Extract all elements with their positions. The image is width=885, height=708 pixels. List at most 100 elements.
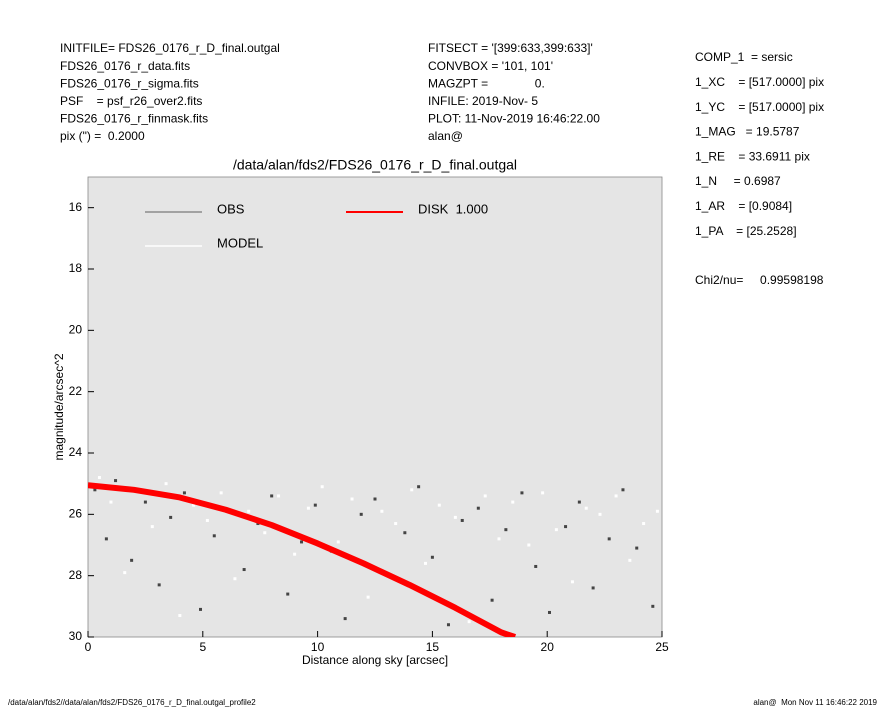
y-tick-label: 20 [69, 323, 83, 337]
y-tick-label: 30 [69, 629, 83, 643]
data-point [242, 568, 246, 572]
data-point [651, 604, 655, 608]
chart-title: /data/alan/fds2/FDS26_0176_r_D_final.out… [233, 157, 517, 173]
data-point [635, 546, 639, 550]
data-point [109, 500, 113, 504]
data-point [300, 540, 304, 544]
data-point [655, 509, 659, 513]
data-point [350, 497, 354, 501]
data-point [150, 525, 154, 529]
data-point [490, 598, 494, 602]
y-tick-label: 16 [69, 200, 83, 214]
x-tick-label: 10 [311, 640, 325, 654]
data-point [277, 494, 281, 498]
data-point [642, 522, 646, 526]
data-point [424, 561, 428, 565]
data-point [554, 528, 558, 532]
info-line: CONVBOX = '101, 101' [428, 59, 553, 73]
data-point [114, 479, 118, 483]
data-point [343, 617, 347, 621]
data-point [164, 482, 168, 486]
data-point [564, 525, 568, 529]
data-point [417, 485, 421, 489]
x-tick-label: 25 [655, 640, 669, 654]
plot-area [87, 176, 663, 638]
y-axis-label: magnitude/arcsec^2 [52, 353, 66, 460]
data-point [547, 610, 551, 614]
data-point [123, 571, 127, 575]
x-tick-label: 0 [85, 640, 92, 654]
data-point [511, 500, 515, 504]
data-point [430, 555, 434, 559]
data-point [534, 564, 538, 568]
data-point [380, 509, 384, 513]
data-point [520, 491, 524, 495]
param-line: 1_PA = [25.2528] [695, 224, 797, 238]
footer-path: /data/alan/fds2//data/alan/fds2/FDS26_01… [8, 698, 256, 707]
data-line [88, 482, 517, 637]
data-point [192, 503, 196, 507]
data-point [178, 614, 182, 618]
data-point [621, 488, 625, 492]
data-point [460, 518, 464, 522]
y-tick-label: 22 [69, 384, 83, 398]
y-tick-label: 28 [69, 568, 83, 582]
data-point [336, 540, 340, 544]
info-line: FITSECT = '[399:633,399:633]' [428, 41, 593, 55]
data-point [205, 518, 209, 522]
data-point [247, 509, 251, 513]
legend-label: DISK 1.000 [418, 201, 488, 216]
data-point [570, 580, 574, 584]
y-tick-label: 26 [69, 507, 83, 521]
data-point [607, 537, 611, 541]
data-point [293, 552, 297, 556]
data-point [467, 620, 471, 624]
legend-label: OBS [217, 201, 245, 216]
info-line: FDS26_0176_r_data.fits [60, 59, 190, 73]
param-line: 1_MAG = 19.5787 [695, 125, 800, 139]
footer-date: alan@ Mon Nov 11 16:46:22 2019 [753, 698, 877, 707]
data-point [628, 558, 632, 562]
param-line: 1_YC = [517.0000] pix [695, 100, 824, 114]
data-point [453, 515, 457, 519]
data-point [270, 494, 274, 498]
data-point [483, 494, 487, 498]
data-point [104, 537, 108, 541]
data-point [476, 506, 480, 510]
data-point [394, 522, 398, 526]
data-point [233, 577, 237, 581]
data-point [614, 494, 618, 498]
data-point [497, 537, 501, 541]
param-line: 1_N = 0.6987 [695, 174, 781, 188]
data-point [93, 488, 97, 492]
data-point [306, 506, 310, 510]
param-line: COMP_1 = sersic [695, 50, 793, 64]
plot-data [88, 476, 659, 637]
info-line: PSF = psf_r26_over2.fits [60, 94, 202, 108]
data-point [591, 586, 595, 590]
data-point [577, 500, 581, 504]
param-line: 1_AR = [0.9084] [695, 199, 792, 213]
param-line: 1_XC = [517.0000] pix [695, 75, 824, 89]
x-tick-label: 20 [541, 640, 555, 654]
data-point [199, 607, 203, 611]
data-point [437, 503, 441, 507]
data-point [143, 500, 147, 504]
data-point [598, 512, 602, 516]
data-point [446, 623, 450, 627]
data-point [320, 485, 324, 489]
data-point [410, 488, 414, 492]
chi2: Chi2/nu= 0.99598198 [695, 273, 824, 287]
data-point [403, 531, 407, 535]
info-line: FDS26_0176_r_finmask.fits [60, 112, 208, 126]
legend-label: MODEL [217, 235, 263, 250]
data-point [219, 491, 223, 495]
param-line: 1_RE = 33.6911 pix [695, 149, 810, 163]
data-point [313, 503, 317, 507]
info-line: MAGZPT = 0. [428, 76, 545, 90]
data-point [504, 528, 508, 532]
data-point [263, 531, 267, 535]
info-line: INITFILE= FDS26_0176_r_D_final.outgal [60, 41, 280, 55]
data-point [97, 476, 101, 480]
